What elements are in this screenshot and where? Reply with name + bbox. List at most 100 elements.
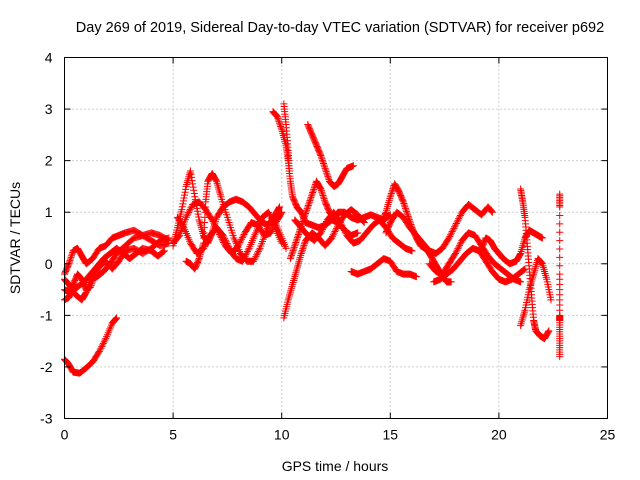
data-point: [243, 249, 251, 257]
data-point: [324, 174, 332, 182]
data-point: [385, 197, 393, 205]
data-point: [290, 275, 298, 283]
data-point: [488, 208, 496, 216]
data-point: [285, 167, 293, 175]
data-point: [65, 258, 73, 266]
data-point: [306, 195, 314, 203]
y-tick-label: 0: [45, 256, 53, 272]
data-point: [225, 243, 233, 251]
data-point: [319, 158, 327, 166]
data-point: [517, 320, 525, 328]
data-point: [320, 193, 328, 201]
x-tick-label: 25: [600, 427, 616, 443]
data-point: [83, 285, 91, 293]
data-point: [447, 278, 455, 286]
data-point: [224, 241, 232, 249]
data-point: [408, 247, 416, 255]
data-point: [455, 215, 463, 223]
data-point: [319, 224, 327, 232]
data-point: [189, 180, 197, 188]
data-point: [289, 247, 297, 255]
x-tick-label: 5: [169, 427, 177, 443]
data-point: [215, 185, 223, 193]
data-point: [240, 230, 248, 238]
data-point: [451, 223, 459, 231]
x-tick-label: 15: [383, 427, 399, 443]
data-point: [388, 186, 396, 194]
data-point: [273, 113, 281, 121]
data-point: [287, 251, 295, 259]
data-point: [238, 235, 246, 243]
data-point: [293, 263, 301, 271]
data-point: [299, 218, 307, 226]
data-point: [537, 258, 545, 266]
data-point: [320, 222, 328, 230]
data-point: [291, 271, 299, 279]
data-point: [160, 247, 168, 255]
data-point: [354, 229, 362, 237]
data-point: [401, 203, 409, 211]
data-point: [308, 190, 316, 198]
data-point: [287, 284, 295, 292]
data-point: [183, 179, 191, 187]
data-point: [310, 184, 318, 192]
data-point: [64, 261, 72, 269]
data-point: [97, 344, 105, 352]
data-point: [556, 245, 564, 253]
data-point: [292, 269, 300, 277]
data-point: [304, 203, 312, 211]
data-point: [329, 231, 337, 239]
x-tick-label: 20: [491, 427, 507, 443]
data-point: [160, 248, 168, 256]
data-point: [164, 236, 172, 244]
data-point: [221, 235, 229, 243]
data-point: [98, 343, 106, 351]
data-point: [300, 214, 308, 222]
data-point: [451, 251, 459, 259]
data-point: [255, 246, 263, 254]
data-point: [295, 259, 303, 267]
data-point: [305, 198, 313, 206]
data-point: [556, 237, 564, 245]
data-point: [308, 192, 316, 200]
data-point: [445, 234, 453, 242]
data-point: [279, 132, 287, 140]
data-point: [449, 226, 457, 234]
data-point: [204, 236, 212, 244]
data-point: [336, 219, 344, 227]
data-point: [399, 198, 407, 206]
data-point: [185, 209, 193, 217]
data-point: [323, 171, 331, 179]
y-tick-label: 1: [45, 204, 53, 220]
data-point: [204, 235, 212, 243]
data-point: [288, 282, 296, 290]
data-point: [216, 189, 224, 197]
data-point: [67, 253, 75, 261]
data-point: [112, 315, 120, 323]
data-point: [383, 204, 391, 212]
x-tick-label: 0: [61, 427, 69, 443]
data-point: [219, 231, 227, 239]
data-point: [187, 204, 195, 212]
data-point: [83, 287, 91, 295]
data-point: [292, 239, 300, 247]
data-point: [456, 240, 464, 248]
data-point: [447, 231, 455, 239]
data-point: [286, 290, 294, 298]
data-point: [300, 241, 308, 249]
data-point: [385, 211, 393, 219]
data-point: [338, 222, 346, 230]
data-point: [186, 205, 194, 213]
data-point: [99, 341, 107, 349]
data-point: [321, 196, 329, 204]
data-point: [285, 292, 293, 300]
data-point: [276, 121, 284, 129]
data-point: [296, 255, 304, 263]
data-point: [197, 222, 205, 230]
data-point: [292, 237, 300, 245]
data-point: [320, 195, 328, 203]
data-point: [289, 248, 297, 256]
data-point: [272, 112, 280, 120]
data-point: [276, 203, 284, 211]
data-point: [386, 195, 394, 203]
